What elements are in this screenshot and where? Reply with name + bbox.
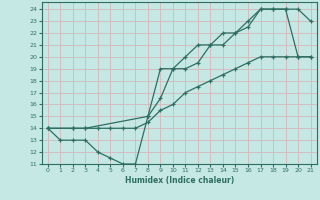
X-axis label: Humidex (Indice chaleur): Humidex (Indice chaleur) — [124, 176, 234, 185]
